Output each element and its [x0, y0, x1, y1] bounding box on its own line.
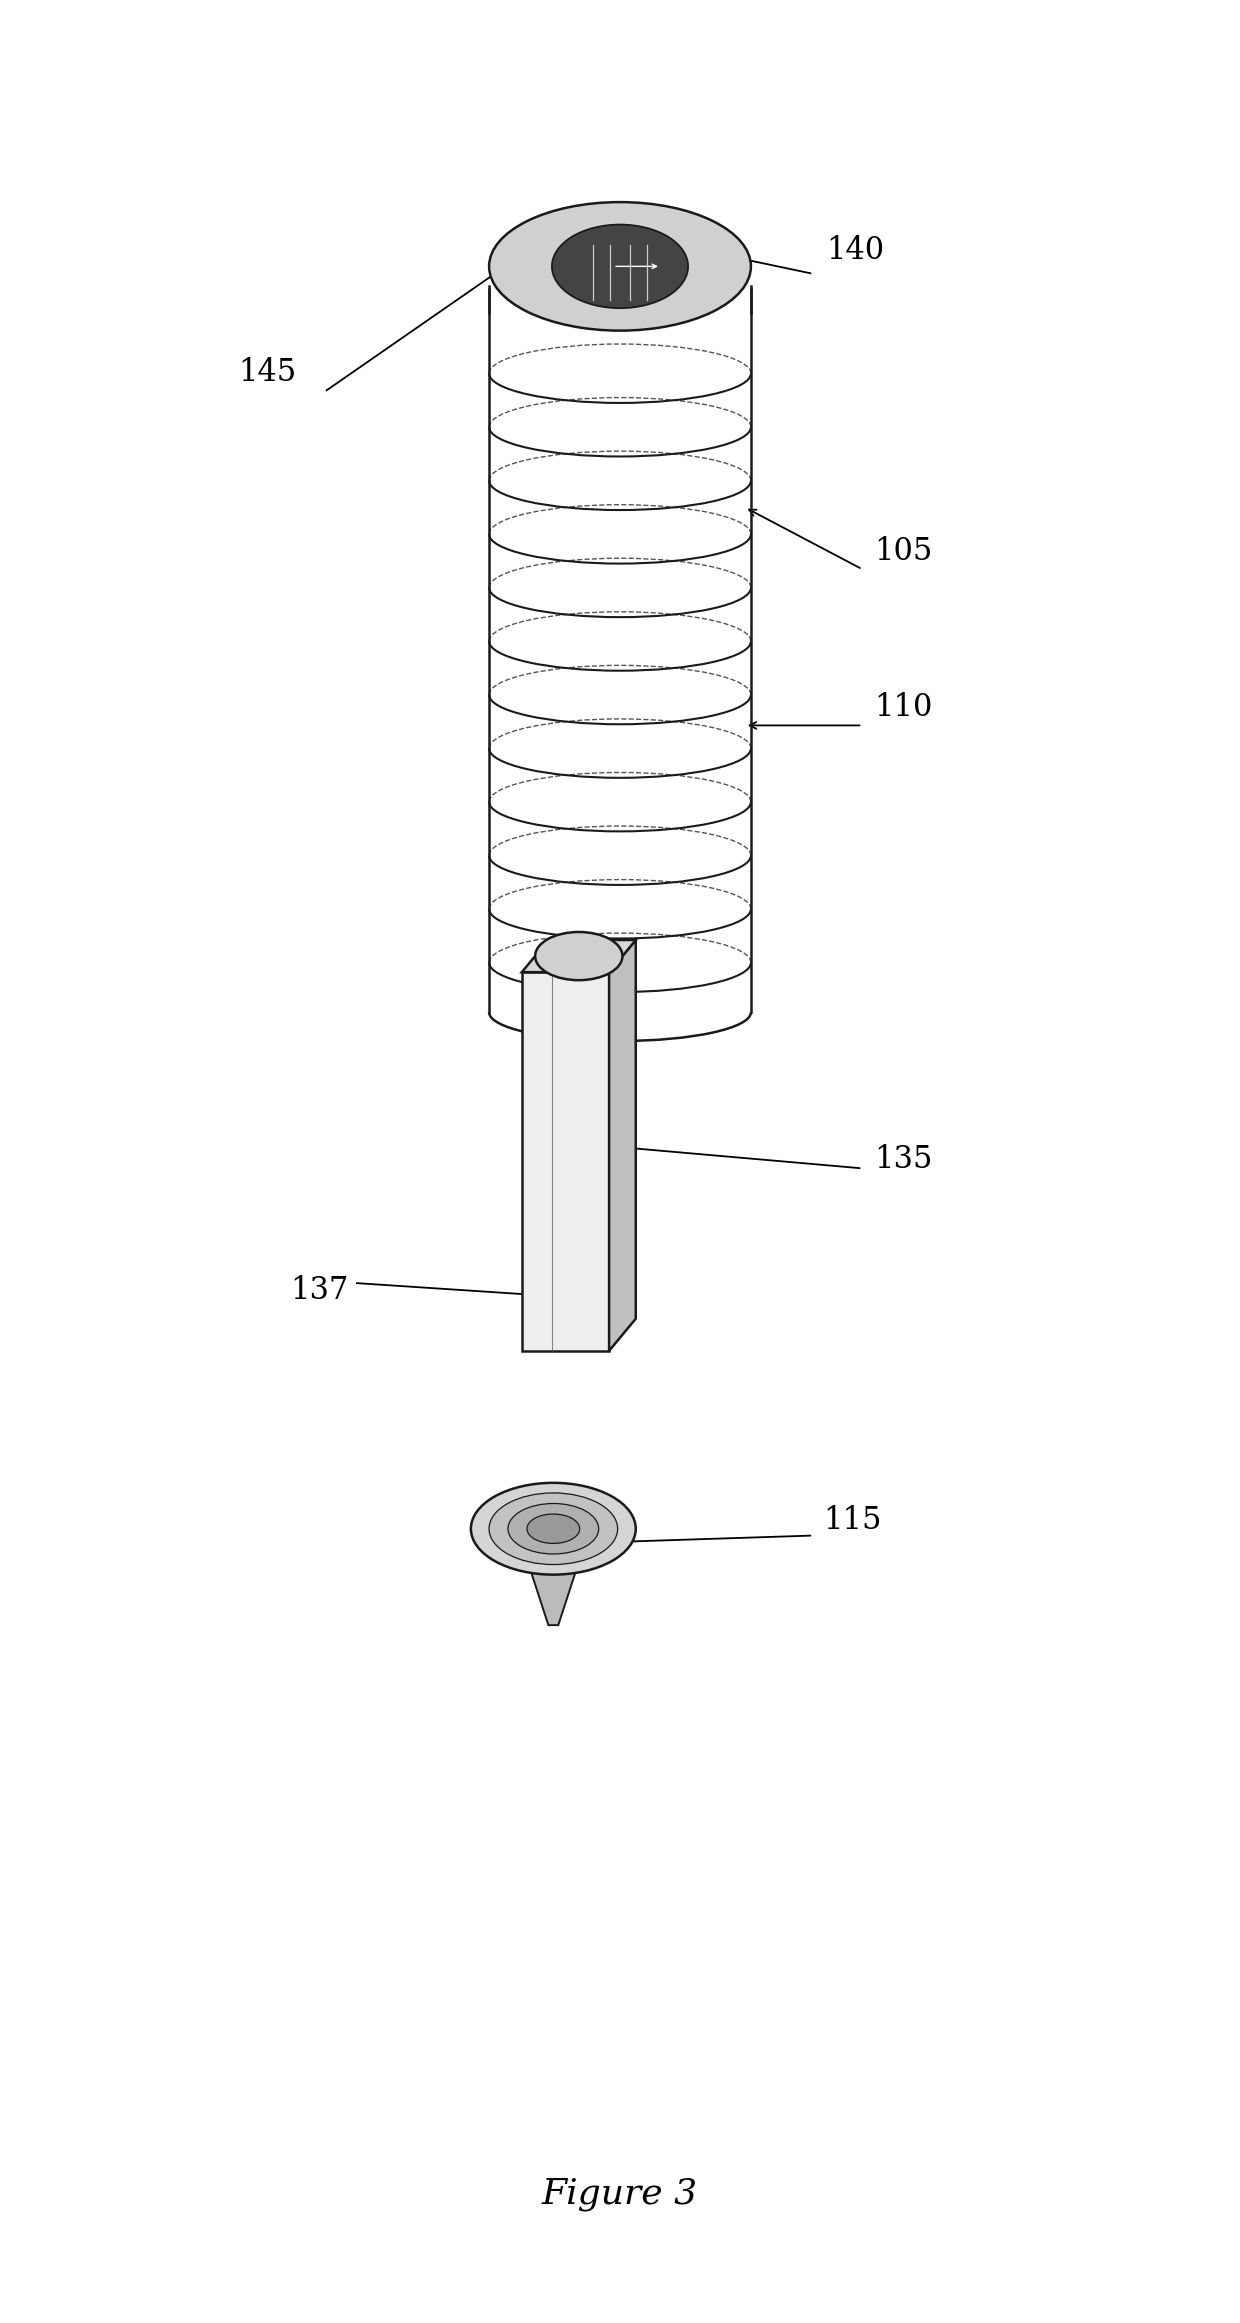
Ellipse shape	[552, 225, 688, 309]
Ellipse shape	[489, 1494, 618, 1566]
Text: 137: 137	[290, 1275, 348, 1306]
Text: 105: 105	[874, 537, 932, 567]
Polygon shape	[525, 1552, 582, 1626]
Text: Figure 3: Figure 3	[542, 2177, 698, 2211]
Text: 110: 110	[874, 692, 932, 722]
Polygon shape	[609, 941, 636, 1352]
Text: 135: 135	[874, 1145, 932, 1175]
Ellipse shape	[471, 1482, 636, 1575]
Ellipse shape	[508, 1503, 599, 1554]
Ellipse shape	[489, 202, 751, 330]
Polygon shape	[522, 971, 609, 1352]
Text: 115: 115	[823, 1505, 882, 1536]
Ellipse shape	[527, 1515, 580, 1542]
Text: 140: 140	[826, 235, 884, 267]
Ellipse shape	[536, 932, 622, 980]
Polygon shape	[522, 941, 636, 971]
Text: 145: 145	[238, 358, 296, 388]
